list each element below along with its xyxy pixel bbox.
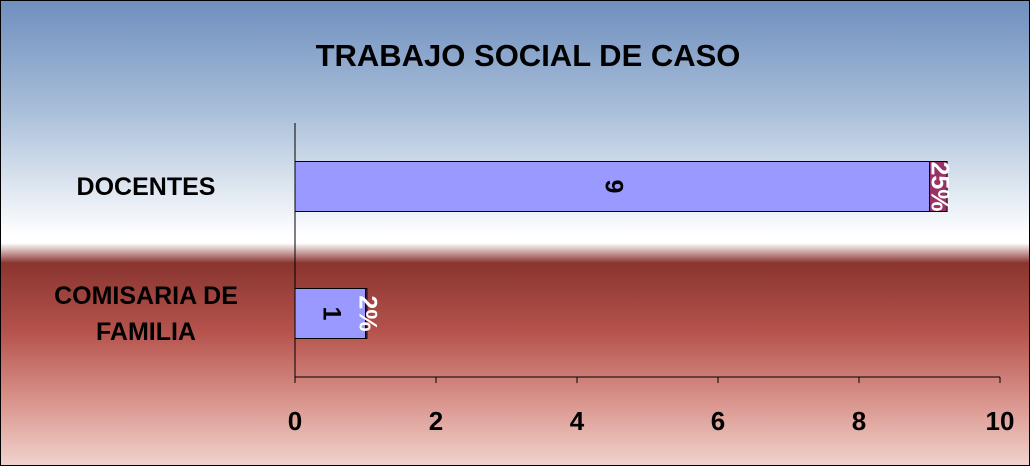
bar — [929, 161, 948, 212]
x-tick-label: 10 — [986, 406, 1015, 436]
bar — [294, 161, 930, 212]
data-label: 25% — [926, 161, 954, 211]
bar — [294, 288, 366, 339]
x-tick-label: 6 — [711, 406, 725, 436]
x-tick-label: 0 — [288, 406, 302, 436]
x-tick-label: 2 — [429, 406, 443, 436]
data-label: 1 — [318, 307, 346, 321]
data-label: 9 — [600, 180, 628, 194]
x-tick-label: 4 — [570, 406, 585, 436]
category-label: DOCENTES — [76, 172, 216, 201]
category-label: COMISARIA DE FAMILIA — [54, 281, 238, 346]
bar — [365, 288, 368, 339]
data-label: 2% — [354, 295, 382, 331]
chart-title: TRABAJO SOCIAL DE CASO — [316, 38, 741, 73]
x-tick-label: 8 — [852, 406, 866, 436]
